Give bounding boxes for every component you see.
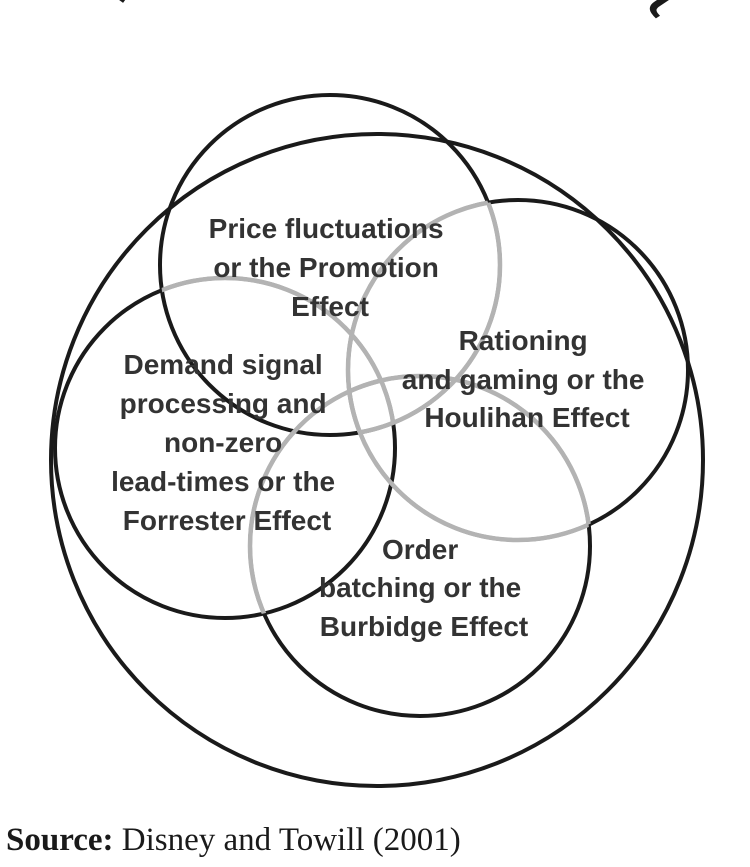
overlap-arcs xyxy=(160,197,593,618)
overlap-arc xyxy=(160,275,398,435)
source-text: Disney and Towill (2001) xyxy=(113,822,461,858)
source-prefix: Source: xyxy=(6,822,114,858)
label-price: Price fluctuations or the Promotion Effe… xyxy=(209,213,452,322)
outer-circle xyxy=(49,132,705,788)
overlap-arc xyxy=(345,197,500,435)
diagram-title: The Bullwhip Effect xyxy=(56,0,712,29)
label-demand: Demand signal processing and non-zero le… xyxy=(111,349,343,536)
label-order: Order batching or the Burbidge Effect xyxy=(319,534,529,642)
overlap-arc xyxy=(345,376,590,543)
overlap-arc xyxy=(348,373,593,540)
overlap-arc xyxy=(348,200,503,438)
label-rationing: Rationing and gaming or the Houlihan Eff… xyxy=(402,325,652,433)
overlap-arc xyxy=(247,373,395,618)
source-citation: Source: Disney and Towill (2001) xyxy=(6,822,461,859)
venn-diagram: The Bullwhip Effect Price fluctuations o… xyxy=(49,0,713,788)
